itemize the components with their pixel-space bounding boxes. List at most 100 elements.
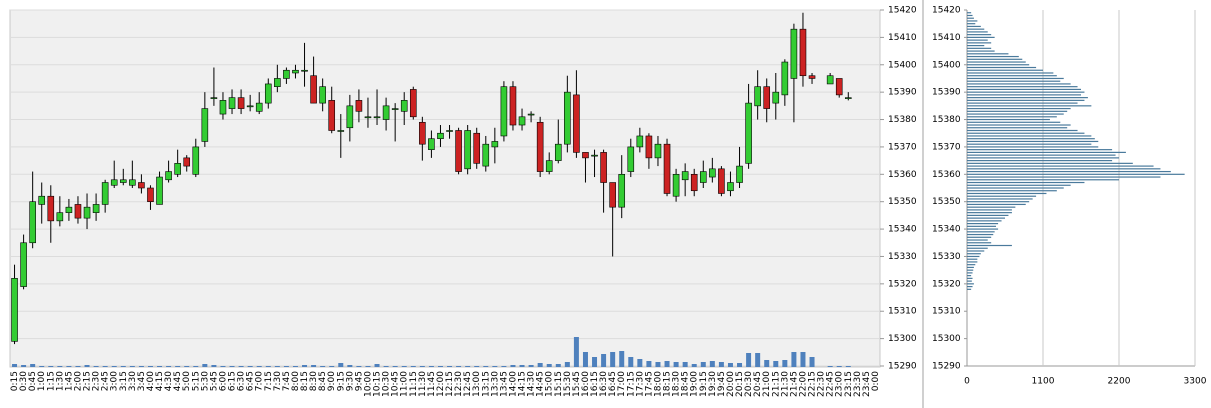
candle-body xyxy=(627,146,635,172)
candle-body xyxy=(301,69,308,72)
candle-body xyxy=(518,116,526,126)
volume-bar xyxy=(537,363,543,367)
profile-bar xyxy=(967,110,1068,112)
profile-bar xyxy=(967,209,1012,211)
candle-body xyxy=(391,108,399,110)
x-tick-label: 10:30 xyxy=(382,371,392,397)
volume-bar xyxy=(782,360,788,367)
volume-bar xyxy=(12,364,18,367)
candle-body xyxy=(219,100,227,115)
profile-bar xyxy=(967,203,1026,206)
x-tick-label: 16:00 xyxy=(581,371,591,397)
volume-bar xyxy=(193,366,199,367)
profile-bar xyxy=(967,165,1154,167)
x-tick-label: 16:15 xyxy=(590,371,600,397)
candle-body xyxy=(446,130,453,132)
candle-body xyxy=(844,97,852,99)
profile-bar xyxy=(967,14,973,17)
volume-bar xyxy=(592,357,598,367)
x-tick-label: 22:30 xyxy=(817,371,827,397)
volume-bar xyxy=(664,361,670,367)
y-tick-label: 15370 xyxy=(888,142,917,152)
x-tick-label: 6:15 xyxy=(228,371,238,391)
volume-bar xyxy=(619,351,625,367)
profile-bar xyxy=(967,190,1057,192)
volume-bar xyxy=(129,366,135,367)
profile-bar xyxy=(967,97,1088,99)
candle-body xyxy=(536,121,544,172)
x-tick-label: 1:15 xyxy=(46,371,56,391)
x-tick-label: 3:45 xyxy=(137,371,147,391)
y-tick-label: 15290 xyxy=(888,362,917,372)
profile-bar xyxy=(967,47,992,49)
x-tick-label: 18:00 xyxy=(653,371,663,397)
volume-bar xyxy=(691,364,697,367)
y-tick-label: 15400 xyxy=(888,60,917,70)
x-tick-label: 2:00 xyxy=(73,371,83,391)
candle-body xyxy=(473,132,481,164)
profile-bar xyxy=(967,223,999,225)
volume-bar xyxy=(519,365,525,367)
volume-bar xyxy=(573,337,579,367)
profile-bar xyxy=(967,138,1095,140)
x-tick-label: 17:45 xyxy=(644,371,654,397)
volume-bar xyxy=(555,364,561,367)
x-tick-label: 21:15 xyxy=(771,371,781,397)
profile-bar xyxy=(967,66,1037,69)
x-tick-label: 21:00 xyxy=(762,371,772,397)
volume-bar xyxy=(700,362,706,367)
volume-bar xyxy=(75,366,81,367)
x-tick-label: 16:45 xyxy=(608,371,618,397)
candle-body xyxy=(246,105,254,108)
candle-body xyxy=(690,174,698,192)
profile-bar xyxy=(967,83,1071,85)
profile-bar xyxy=(967,195,1037,197)
candle-body xyxy=(754,86,761,107)
volume-bar xyxy=(184,366,190,367)
x-tick-label: 18:15 xyxy=(663,371,673,397)
profile-bar xyxy=(967,105,1092,107)
x-tick-label: 7:45 xyxy=(282,371,292,391)
candle-body xyxy=(835,78,843,96)
profile-bar xyxy=(967,64,1030,66)
y-tick-label: 15300 xyxy=(888,334,917,344)
profile-bar xyxy=(967,42,992,44)
volume-bar xyxy=(447,366,453,367)
x-tick-label: 5:30 xyxy=(200,371,210,391)
profile-bar xyxy=(967,236,992,238)
profile-bar xyxy=(967,50,995,52)
profile-bar xyxy=(967,261,978,263)
candle-body xyxy=(582,152,589,159)
volume-bar xyxy=(238,366,244,367)
y-tick-label: 15370 xyxy=(932,142,961,152)
candle-body xyxy=(355,100,363,112)
x-tick-label: 13:15 xyxy=(481,371,491,397)
profile-bar xyxy=(967,31,988,33)
profile-bar xyxy=(967,113,1064,115)
x-tick-label: 3:30 xyxy=(128,371,138,391)
x-tick-label: 4:15 xyxy=(155,371,165,391)
x-tick-label: 10:00 xyxy=(363,371,373,397)
profile-bar xyxy=(967,102,1078,104)
volume-bar xyxy=(57,366,63,367)
candle-body xyxy=(210,97,218,99)
x-tick-label: 7:30 xyxy=(273,371,283,391)
candle-body xyxy=(264,83,272,104)
profile-bar xyxy=(967,242,992,244)
candle-body xyxy=(147,187,154,202)
candle-body xyxy=(11,278,18,342)
x-tick-label: 14:00 xyxy=(508,371,518,397)
profile-bar xyxy=(967,217,1005,219)
profile-bar xyxy=(967,225,997,227)
candle-body xyxy=(74,204,82,219)
candle-body xyxy=(636,135,644,148)
candle-body xyxy=(83,206,91,219)
x-tick-label: 14:30 xyxy=(527,371,537,397)
candle-body xyxy=(500,86,508,137)
profile-bar xyxy=(967,53,1009,55)
x-tick-label: 13:00 xyxy=(472,371,482,397)
profile-bar xyxy=(967,160,1113,162)
volume-bar xyxy=(175,366,181,367)
x-tick-label: 22:15 xyxy=(808,371,818,397)
candle-body xyxy=(727,182,734,192)
